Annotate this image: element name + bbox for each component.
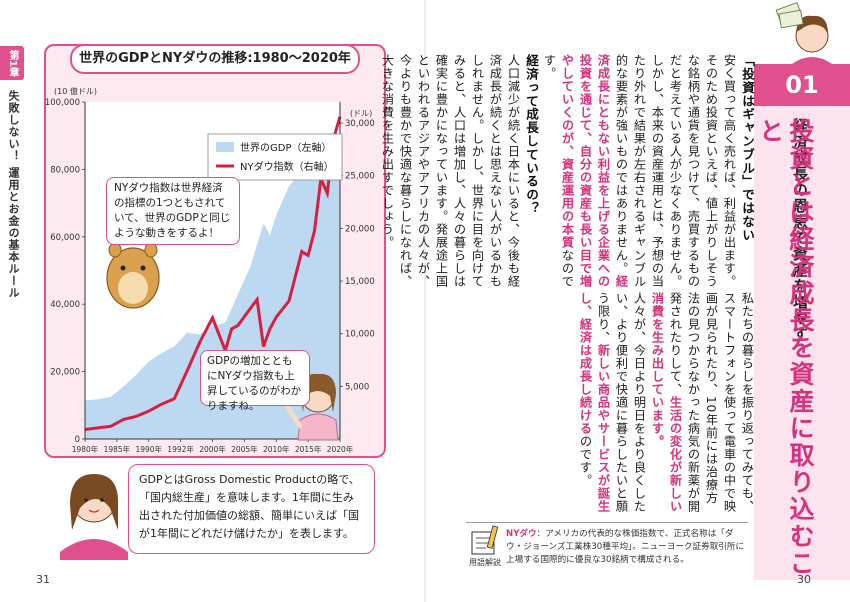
glossary-term: NYダウ [506,529,537,539]
x-tick-label: 2000年 [199,444,226,454]
x-tick-label: 1980年 [72,444,99,454]
left-tick-label: 60,000 [50,233,80,243]
section-title: 投資とは経済成長を資産に取り込むこと [756,118,815,577]
x-axis-ticks: 1980年 1985年 1990年 1992年 2000年 2005年 2010年 2015年… [72,439,354,454]
chapter-tab: 第1章 [0,46,24,80]
note-divider [466,522,748,523]
right-tick-label: 10,000 [345,330,375,340]
left-axis-ticks: 0 20,000 40,000 60,000 80,000 100,000 [45,98,85,445]
glossary-text: NYダウ：アメリカの代表的な株価指数で、正式名称は「ダウ・ジョーンズ工業株30種… [506,528,748,567]
left-axis-unit: (10 億ドル) [54,87,97,96]
body-text-upper: 「投資はギャンブル」ではない 安く買って高く売れば、利益が出ます。そのため投資と… [380,54,756,290]
x-tick-label: 1990年 [135,444,162,454]
dow-line-series [84,116,342,431]
section-number: 01 [754,64,850,106]
chart-title: 世界のGDPとNYダウの推移:1980〜2020年 [70,44,360,74]
page-number-right: 30 [797,573,811,586]
legend-gdp-swatch [216,142,234,152]
x-tick-label: 2010年 [263,444,290,454]
body-text-lower: 私たちの暮らしを振り返ってみても、スマートフォンを使って電車の中で映画が見られた… [476,292,756,516]
paragraph-1-highlight: 経済成長にともない利益を上げる企業への投資を通じて、自分の資産も長い目で増やして… [560,54,628,288]
right-tick-label: 5,000 [345,382,369,392]
glossary-label: 用語解説 [469,558,501,567]
x-tick-label: 2020年 [327,444,354,454]
woman-explainer-icon [60,474,128,560]
paragraph-1: 安く買って高く売れば、利益が出ます。そのため投資といえば、値上がりしそうな銘柄や… [614,54,736,288]
page-number-left: 31 [36,573,50,586]
glossary-definition: ：アメリカの代表的な株価指数で、正式名称は「ダウ・ジョーンズ工業株30種平均」。… [506,529,745,565]
left-tick-label: 40,000 [50,300,80,310]
book-spine [424,0,426,602]
x-tick-label: 2015年 [295,444,322,454]
right-axis-ticks: 5,000 10,000 15,000 20,000 25,000 30,000 [340,119,375,392]
left-tick-label: 100,000 [45,98,80,108]
legend-gdp-label: 世界のGDP（左軸） [240,141,331,154]
gdp-explanation-bubble: GDPとはGross Domestic Productの略で、「国内総生産」を意… [128,464,375,554]
x-tick-label: 2005年 [231,444,258,454]
right-tick-label: 15,000 [345,277,375,287]
legend-box [207,133,343,181]
left-tick-label: 80,000 [50,165,80,175]
left-tick-label: 20,000 [50,368,80,378]
glossary-pencil-icon [471,525,499,555]
section-subtitle: 経済成長の恩恵で資産を増やす [791,118,809,342]
hamster-speech-bubble: NYダウ指数は世界経済の指標の1つともされていて、世界のGDPと同じような動きを… [106,177,240,245]
paragraph-3-highlight: 生活の変化が新しい消費を生み出しています。 [650,292,682,513]
girl-with-money-icon [775,2,832,64]
right-tick-label: 20,000 [345,224,375,234]
chapter-side-title: 失敗しない！ 運用とお金の基本ルール [7,90,20,299]
paragraph-4: 人々が、今日より明日をより良くしたい、より便利で快適に暮らしたいと願う限り、 [596,292,646,513]
girl-speech-bubble: GDPの増加とともにNYダウ指数も上昇しているのがわかりますね。 [200,350,310,412]
left-tick-label: 0 [75,435,80,445]
paragraph-4-end: のです。 [578,435,592,487]
heading-growth: 経済って成長しているの？ [524,54,539,215]
paragraph-3: 私たちの暮らしを振り返ってみても、スマートフォンを使って電車の中で映画が見られた… [668,292,754,513]
right-axis-unit: (ドル) [350,109,373,118]
heading-gamble: 「投資はギャンブル」ではない [740,54,755,242]
x-tick-label: 1992年 [167,444,194,454]
right-tick-label: 30,000 [345,119,375,129]
legend-dow-label: NYダウ指数（右軸） [240,160,334,173]
paragraph-2: 人口減少が続く日本にいると、今後も経済成長が続くとは思えない人がいるかもしれませ… [380,54,520,288]
hamster-mascot-icon [106,242,160,309]
paragraph-1-end: なのです。 [542,54,574,288]
x-tick-label: 1985年 [104,444,131,454]
title-band [754,64,850,580]
paragraph-4-highlight: 新しい商品やサービスが誕生し、経済は成長し続ける [578,292,610,513]
right-tick-label: 25,000 [345,172,375,182]
